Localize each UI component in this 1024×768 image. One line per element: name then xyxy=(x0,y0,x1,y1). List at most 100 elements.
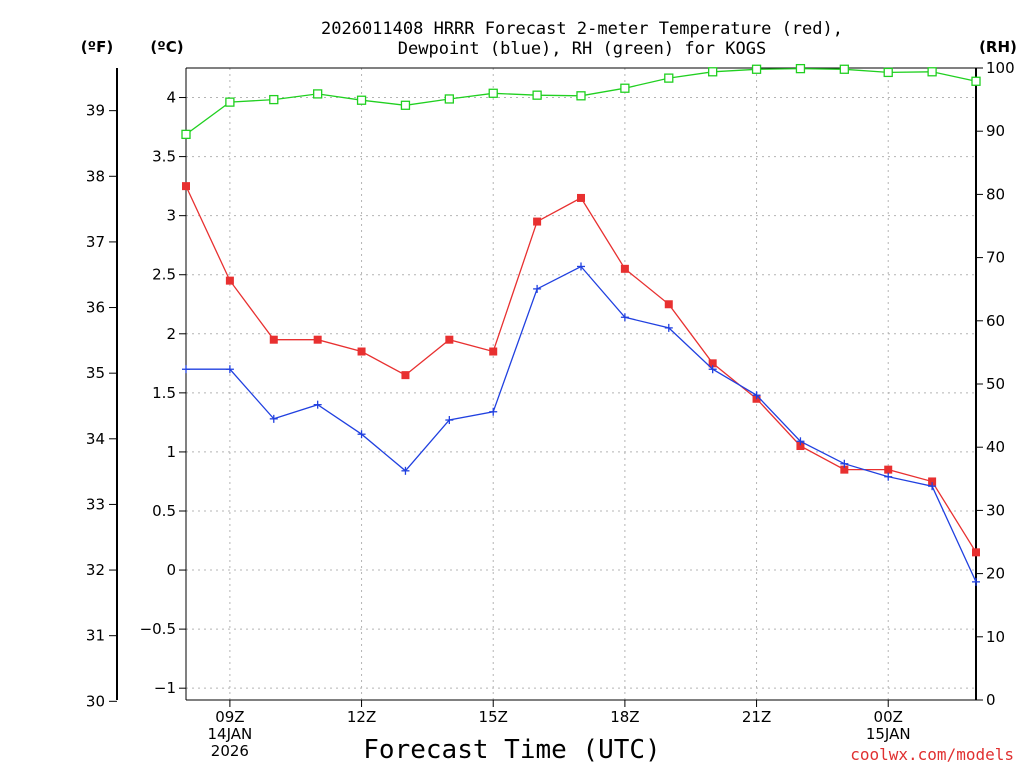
dewpoint-point-14 xyxy=(796,437,805,446)
rh-point-5 xyxy=(400,100,411,110)
fahrenheit-tick-label-0: 30 xyxy=(86,692,105,710)
rh-tick-label-2: 20 xyxy=(986,565,1005,583)
fahrenheit-tick-label-5: 35 xyxy=(86,364,105,382)
temperature-point-5 xyxy=(401,371,410,380)
x-axis-label: Forecast Time (UTC) xyxy=(363,735,660,765)
celsius-tick-label-8: 3 xyxy=(166,207,176,225)
celsius-tick-label-5: 1.5 xyxy=(152,384,176,402)
celsius-tick-label-6: 2 xyxy=(166,325,176,343)
x-tick-label-4-0: 21Z xyxy=(742,708,771,726)
rh-point-7 xyxy=(488,88,498,98)
fahrenheit-tick-labels: 30 31 32 33 34 35 36 37 38 39 xyxy=(86,102,105,711)
temperature-point-7 xyxy=(489,347,498,356)
dewpoint-point-18 xyxy=(972,577,980,586)
dewpoint-point-1 xyxy=(225,365,234,374)
rh-series xyxy=(181,63,981,140)
temperature-point-0 xyxy=(182,182,190,191)
rh-tick-label-6: 60 xyxy=(986,312,1005,330)
temperature-point-3 xyxy=(313,335,322,344)
x-tick-label-0-0: 09Z xyxy=(215,708,244,726)
temperature-point-2 xyxy=(269,335,278,344)
x-tick-label-5-0: 00Z xyxy=(874,708,903,726)
fahrenheit-tick-label-4: 34 xyxy=(86,430,105,448)
dewpoint-point-15 xyxy=(840,459,849,468)
rh-point-0 xyxy=(181,129,191,140)
rh-point-13 xyxy=(751,64,762,74)
fahrenheit-tick-label-6: 36 xyxy=(86,299,105,317)
fahrenheit-tick-label-9: 39 xyxy=(86,102,105,120)
dewpoint-point-5 xyxy=(401,466,410,475)
rh-line xyxy=(185,67,977,135)
fahrenheit-tick-label-8: 38 xyxy=(86,167,105,185)
temperature-point-17 xyxy=(928,477,937,486)
dewpoint-point-9 xyxy=(577,262,585,271)
temperature-point-11 xyxy=(664,300,673,309)
x-tick-label-2-0: 15Z xyxy=(479,708,508,726)
temperature-point-6 xyxy=(445,335,454,344)
celsius-tick-label-7: 2.5 xyxy=(152,266,176,284)
rh-point-10 xyxy=(620,83,630,93)
temperature-point-18 xyxy=(972,548,980,557)
dewpoint-point-11 xyxy=(664,323,673,332)
temperature-point-9 xyxy=(577,193,585,202)
rh-tick-label-0: 0 xyxy=(986,691,996,709)
fahrenheit-tick-label-1: 31 xyxy=(86,627,105,645)
rh-tick-label-3: 30 xyxy=(986,501,1005,519)
x-tick-label-0-2: 2026 xyxy=(211,742,249,760)
chart-title-line-1: 2026011408 HRRR Forecast 2-meter Tempera… xyxy=(321,19,843,39)
fahrenheit-tick-label-7: 37 xyxy=(86,233,105,251)
credit-text: coolwx.com/models xyxy=(850,745,1014,764)
temperature-point-14 xyxy=(796,442,805,451)
rh-point-15 xyxy=(839,64,849,74)
rh-tick-label-5: 50 xyxy=(986,375,1005,393)
rh-point-4 xyxy=(356,95,367,105)
x-tick-label-0-1: 14JAN xyxy=(208,725,253,743)
temperature-point-15 xyxy=(840,465,849,474)
x-tick-label-5-1: 15JAN xyxy=(866,725,911,743)
grid-lines xyxy=(186,68,976,700)
rh-tick-label-1: 10 xyxy=(986,628,1005,646)
rh-tick-label-8: 80 xyxy=(986,185,1005,203)
dewpoint-point-12 xyxy=(708,365,717,374)
dewpoint-point-17 xyxy=(928,482,937,491)
dewpoint-point-13 xyxy=(752,391,761,400)
rh-point-17 xyxy=(927,67,937,77)
rh-axis-unit: (RH) xyxy=(979,38,1017,56)
celsius-tick-label-10: 4 xyxy=(166,89,176,107)
rh-point-2 xyxy=(269,94,279,105)
dewpoint-point-3 xyxy=(313,400,322,409)
fahrenheit-tick-label-3: 33 xyxy=(86,495,105,513)
dewpoint-point-7 xyxy=(489,407,498,416)
celsius-axis-unit: (ºC) xyxy=(150,38,183,56)
temperature-point-4 xyxy=(357,347,366,356)
fahrenheit-tick-label-2: 32 xyxy=(86,561,105,579)
celsius-tick-label-2: 0 xyxy=(166,561,176,579)
rh-point-18 xyxy=(971,76,981,86)
rh-point-3 xyxy=(313,89,323,99)
chart-title-line-2: Dewpoint (blue), RH (green) for KOGS xyxy=(398,39,766,59)
rh-tick-labels: 0 10 20 30 40 50 60 70 80 90 100 xyxy=(986,59,1015,709)
celsius-tick-label-1: −0.5 xyxy=(140,620,176,638)
dewpoint-point-10 xyxy=(620,313,629,322)
dewpoint-series xyxy=(182,262,980,586)
dewpoint-point-8 xyxy=(533,284,542,293)
celsius-tick-label-3: 0.5 xyxy=(152,502,176,520)
temperature-point-1 xyxy=(225,276,234,285)
temperature-point-10 xyxy=(620,264,629,273)
rh-tick-label-7: 70 xyxy=(986,249,1005,267)
rh-point-11 xyxy=(664,73,674,83)
rh-point-6 xyxy=(444,94,454,104)
dewpoint-line xyxy=(186,265,977,583)
temperature-point-12 xyxy=(708,359,717,368)
temperature-point-16 xyxy=(884,465,893,474)
celsius-tick-labels: −1 −0.5 0 0.5 1 1.5 2 2.5 3 3.5 4 xyxy=(140,89,176,698)
rh-point-12 xyxy=(708,67,718,77)
dewpoint-point-6 xyxy=(445,416,454,425)
rh-point-8 xyxy=(532,90,542,100)
rh-point-16 xyxy=(883,67,893,78)
rh-point-9 xyxy=(576,91,586,101)
rh-point-1 xyxy=(225,97,235,107)
axes xyxy=(109,67,983,707)
